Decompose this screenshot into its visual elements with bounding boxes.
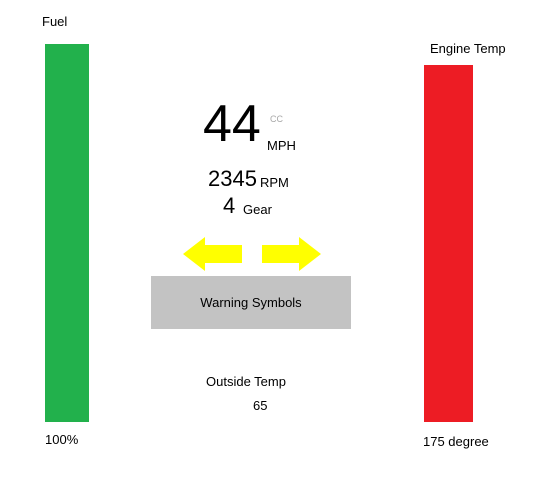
speed-unit: MPH: [267, 138, 296, 153]
gear-value: 4: [223, 193, 236, 218]
engine-temp-value: 175 degree: [423, 434, 489, 449]
left-turn-signal-icon: [183, 237, 242, 271]
engine-temp-title: Engine Temp: [430, 41, 506, 56]
fuel-title: Fuel: [42, 14, 68, 29]
outside-temp-value: 65: [253, 398, 268, 413]
speed-value: 44: [203, 95, 261, 153]
fuel-level-bar: [45, 44, 89, 422]
fuel-percentage: 100%: [45, 432, 79, 447]
cruise-control-indicator: CC: [270, 114, 283, 124]
rpm-unit: RPM: [260, 175, 289, 190]
outside-temp-label: Outside Temp: [206, 374, 286, 389]
warning-symbols-label: Warning Symbols: [200, 295, 302, 310]
warning-symbols-panel: Warning Symbols: [151, 276, 351, 329]
engine-temp-bar: [424, 65, 473, 422]
rpm-value: 2345: [208, 166, 257, 191]
right-turn-signal-icon: [262, 237, 321, 271]
gear-label: Gear: [243, 202, 272, 217]
